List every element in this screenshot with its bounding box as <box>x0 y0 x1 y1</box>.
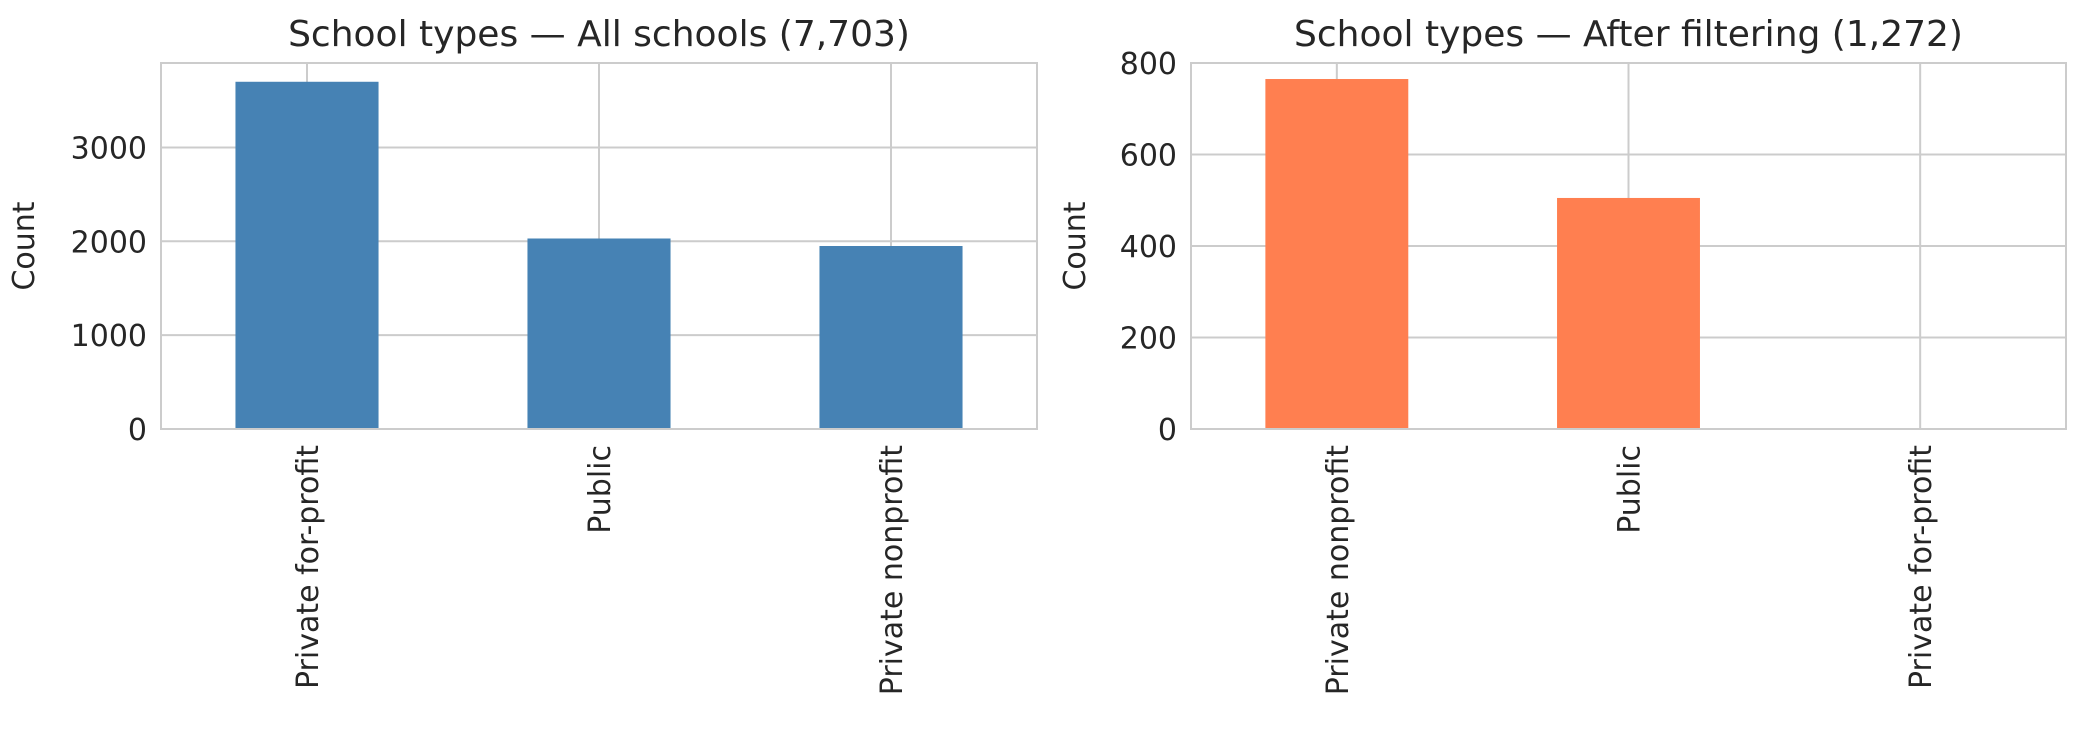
bar <box>1265 79 1409 429</box>
y-tick-labels: 0 1000 2000 3000 <box>71 131 147 448</box>
x-tick-label: Private for-profit <box>1904 445 1939 689</box>
y-tick-label: 0 <box>128 413 147 448</box>
y-axis-label: Count <box>1058 201 1093 290</box>
x-tick-labels: Private nonprofit Public Private for-profi… <box>1321 445 1939 695</box>
x-tick-label: Private nonprofit <box>875 445 910 695</box>
plot-frame <box>1190 62 2067 430</box>
y-tick-labels: 0 200 400 600 800 <box>1120 47 1177 448</box>
chart-panel-after-filtering: School types — After filtering (1,272) C… <box>1058 14 2067 695</box>
bars <box>1265 79 1992 429</box>
y-axis-label: Count <box>7 201 42 290</box>
x-tick-labels: Private for-profit Public Private nonprofi… <box>291 445 910 695</box>
chart-title: School types — All schools (7,703) <box>288 14 910 55</box>
y-tick-label: 200 <box>1120 322 1177 357</box>
y-tick-label: 0 <box>1158 413 1177 448</box>
y-tick-label: 3000 <box>71 131 147 166</box>
chart-panel-all-schools: School types — All schools (7,703) Count… <box>7 14 1038 695</box>
bar <box>1557 197 1700 429</box>
x-tick-label: Public <box>583 445 618 534</box>
chart-title: School types — After filtering (1,272) <box>1294 14 1963 55</box>
plot-frame <box>160 62 1038 430</box>
x-tick-label: Public <box>1613 445 1648 534</box>
y-tick-label: 1000 <box>71 319 147 354</box>
y-tick-label: 600 <box>1120 139 1177 174</box>
bar <box>235 81 379 430</box>
x-tick-label: Private nonprofit <box>1321 445 1356 695</box>
y-tick-label: 800 <box>1120 47 1177 82</box>
bar <box>527 238 671 429</box>
bar <box>819 246 963 429</box>
y-tick-label: 2000 <box>71 225 147 260</box>
x-tick-label: Private for-profit <box>291 445 326 689</box>
bars <box>235 81 963 430</box>
y-tick-label: 400 <box>1120 230 1177 265</box>
